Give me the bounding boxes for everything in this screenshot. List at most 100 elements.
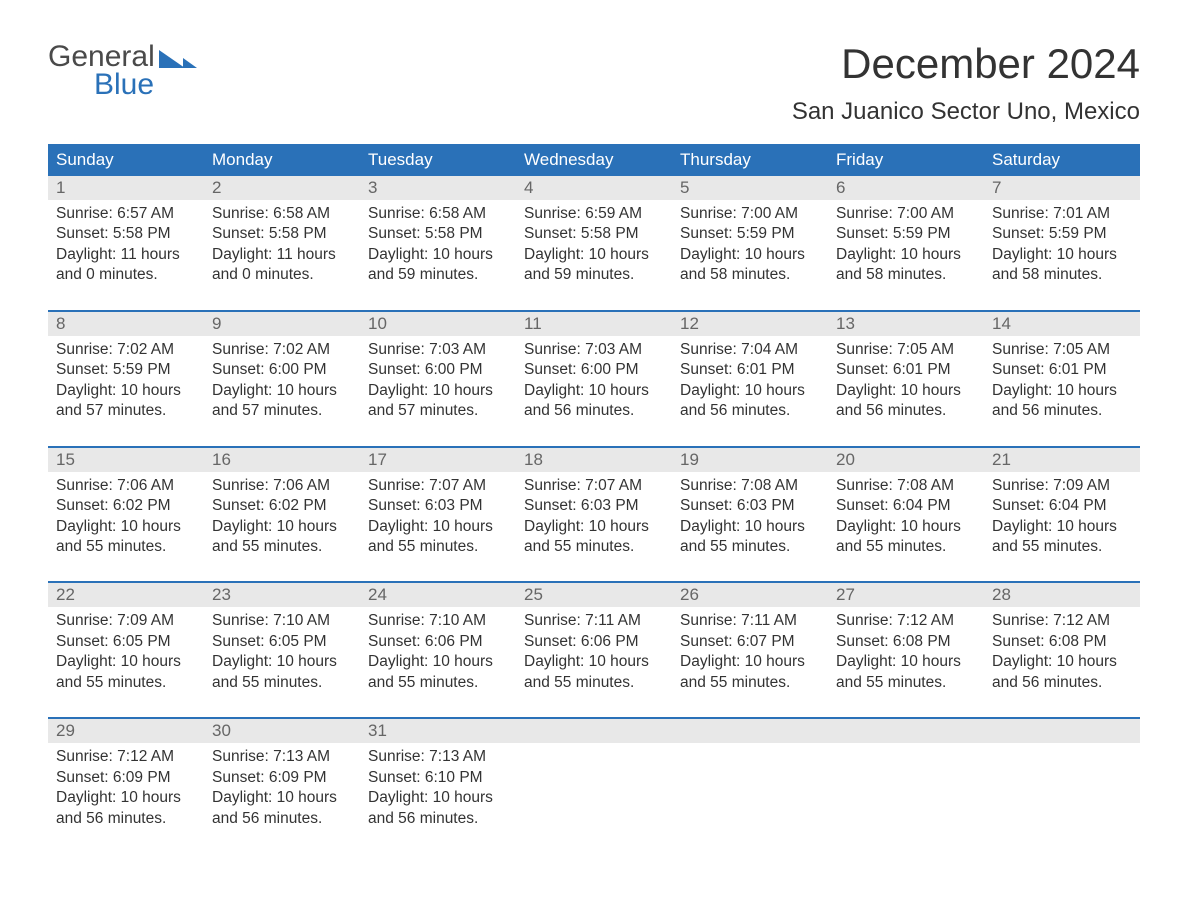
sunrise-line: Sunrise: 7:05 AM [836, 340, 976, 360]
location: San Juanico Sector Uno, Mexico [792, 98, 1140, 126]
day-number: 1 [48, 176, 204, 200]
daylight-line-1: Daylight: 11 hours [212, 245, 352, 265]
daylight-line-1: Daylight: 10 hours [992, 381, 1132, 401]
day-number: 19 [672, 448, 828, 472]
month-title: December 2024 [792, 40, 1140, 88]
week-row: 293031Sunrise: 7:12 AMSunset: 6:09 PMDay… [48, 717, 1140, 835]
sunset-line: Sunset: 6:00 PM [368, 360, 508, 380]
day-number: 6 [828, 176, 984, 200]
day-cell: Sunrise: 6:59 AMSunset: 5:58 PMDaylight:… [516, 200, 672, 292]
daylight-line-1: Daylight: 10 hours [212, 788, 352, 808]
sunset-line: Sunset: 6:06 PM [368, 632, 508, 652]
sunset-line: Sunset: 6:09 PM [212, 768, 352, 788]
sunset-line: Sunset: 6:05 PM [212, 632, 352, 652]
day-number [828, 719, 984, 743]
sunset-line: Sunset: 6:07 PM [680, 632, 820, 652]
day-number: 18 [516, 448, 672, 472]
daylight-line-1: Daylight: 10 hours [56, 652, 196, 672]
day-number [672, 719, 828, 743]
sunrise-line: Sunrise: 7:00 AM [680, 204, 820, 224]
day-cell: Sunrise: 7:05 AMSunset: 6:01 PMDaylight:… [984, 336, 1140, 428]
day-cell: Sunrise: 7:09 AMSunset: 6:05 PMDaylight:… [48, 607, 204, 699]
daylight-line-2: and 59 minutes. [524, 265, 664, 285]
day-number: 30 [204, 719, 360, 743]
daylight-line-2: and 0 minutes. [212, 265, 352, 285]
daylight-line-2: and 56 minutes. [368, 809, 508, 829]
sunrise-line: Sunrise: 7:03 AM [368, 340, 508, 360]
daylight-line-1: Daylight: 10 hours [680, 517, 820, 537]
sunrise-line: Sunrise: 7:10 AM [212, 611, 352, 631]
sunset-line: Sunset: 6:04 PM [836, 496, 976, 516]
weeks-container: 1234567Sunrise: 6:57 AMSunset: 5:58 PMDa… [48, 176, 1140, 835]
day-cell: Sunrise: 7:12 AMSunset: 6:08 PMDaylight:… [984, 607, 1140, 699]
day-cell: Sunrise: 7:11 AMSunset: 6:06 PMDaylight:… [516, 607, 672, 699]
daylight-line-1: Daylight: 10 hours [56, 381, 196, 401]
day-cell: Sunrise: 6:58 AMSunset: 5:58 PMDaylight:… [204, 200, 360, 292]
day-cell [672, 743, 828, 835]
sunrise-line: Sunrise: 7:02 AM [56, 340, 196, 360]
daylight-line-1: Daylight: 10 hours [836, 381, 976, 401]
daylight-line-2: and 56 minutes. [992, 401, 1132, 421]
sunset-line: Sunset: 6:08 PM [992, 632, 1132, 652]
sunrise-line: Sunrise: 7:06 AM [212, 476, 352, 496]
weekday-header: Saturday [984, 144, 1140, 176]
sunrise-line: Sunrise: 7:09 AM [56, 611, 196, 631]
day-number: 11 [516, 312, 672, 336]
daylight-line-2: and 0 minutes. [56, 265, 196, 285]
daylight-line-2: and 55 minutes. [56, 537, 196, 557]
daylight-line-2: and 55 minutes. [524, 673, 664, 693]
weekday-header: Thursday [672, 144, 828, 176]
sunrise-line: Sunrise: 7:06 AM [56, 476, 196, 496]
day-cell: Sunrise: 7:02 AMSunset: 6:00 PMDaylight:… [204, 336, 360, 428]
daylight-line-2: and 55 minutes. [212, 537, 352, 557]
sunrise-line: Sunrise: 7:12 AM [56, 747, 196, 767]
sunset-line: Sunset: 6:02 PM [56, 496, 196, 516]
day-cell: Sunrise: 7:00 AMSunset: 5:59 PMDaylight:… [672, 200, 828, 292]
sunrise-line: Sunrise: 6:57 AM [56, 204, 196, 224]
day-number: 27 [828, 583, 984, 607]
daylight-line-2: and 55 minutes. [992, 537, 1132, 557]
daylight-line-2: and 59 minutes. [368, 265, 508, 285]
daylight-line-1: Daylight: 10 hours [992, 517, 1132, 537]
daylight-line-1: Daylight: 10 hours [680, 245, 820, 265]
logo: General Blue [48, 40, 197, 102]
daylight-line-2: and 55 minutes. [368, 673, 508, 693]
sunrise-line: Sunrise: 7:08 AM [836, 476, 976, 496]
daylight-line-1: Daylight: 10 hours [836, 245, 976, 265]
logo-sail-icon [159, 50, 185, 68]
day-cell: Sunrise: 7:04 AMSunset: 6:01 PMDaylight:… [672, 336, 828, 428]
day-cell: Sunrise: 7:12 AMSunset: 6:09 PMDaylight:… [48, 743, 204, 835]
day-number [984, 719, 1140, 743]
day-number [516, 719, 672, 743]
logo-text-blue: Blue [94, 68, 197, 102]
sunset-line: Sunset: 6:06 PM [524, 632, 664, 652]
sunset-line: Sunset: 6:03 PM [368, 496, 508, 516]
day-cell: Sunrise: 7:10 AMSunset: 6:06 PMDaylight:… [360, 607, 516, 699]
daylight-line-1: Daylight: 10 hours [56, 517, 196, 537]
sunrise-line: Sunrise: 7:01 AM [992, 204, 1132, 224]
sunrise-line: Sunrise: 7:05 AM [992, 340, 1132, 360]
day-cell: Sunrise: 7:01 AMSunset: 5:59 PMDaylight:… [984, 200, 1140, 292]
day-cell: Sunrise: 7:00 AMSunset: 5:59 PMDaylight:… [828, 200, 984, 292]
day-number: 7 [984, 176, 1140, 200]
daylight-line-1: Daylight: 10 hours [680, 381, 820, 401]
day-cell: Sunrise: 7:08 AMSunset: 6:03 PMDaylight:… [672, 472, 828, 564]
sunrise-line: Sunrise: 7:03 AM [524, 340, 664, 360]
daylight-line-2: and 55 minutes. [836, 673, 976, 693]
daylight-line-2: and 55 minutes. [836, 537, 976, 557]
calendar-header-row: SundayMondayTuesdayWednesdayThursdayFrid… [48, 144, 1140, 176]
sunrise-line: Sunrise: 7:13 AM [368, 747, 508, 767]
weekday-header: Monday [204, 144, 360, 176]
weekday-header: Friday [828, 144, 984, 176]
daylight-line-2: and 57 minutes. [212, 401, 352, 421]
sunset-line: Sunset: 6:03 PM [680, 496, 820, 516]
day-cell [984, 743, 1140, 835]
day-number: 8 [48, 312, 204, 336]
daylight-line-2: and 55 minutes. [680, 537, 820, 557]
daylight-line-2: and 57 minutes. [56, 401, 196, 421]
sunset-line: Sunset: 6:05 PM [56, 632, 196, 652]
day-cell: Sunrise: 7:03 AMSunset: 6:00 PMDaylight:… [360, 336, 516, 428]
day-number: 26 [672, 583, 828, 607]
day-cell: Sunrise: 6:57 AMSunset: 5:58 PMDaylight:… [48, 200, 204, 292]
sunset-line: Sunset: 6:01 PM [992, 360, 1132, 380]
